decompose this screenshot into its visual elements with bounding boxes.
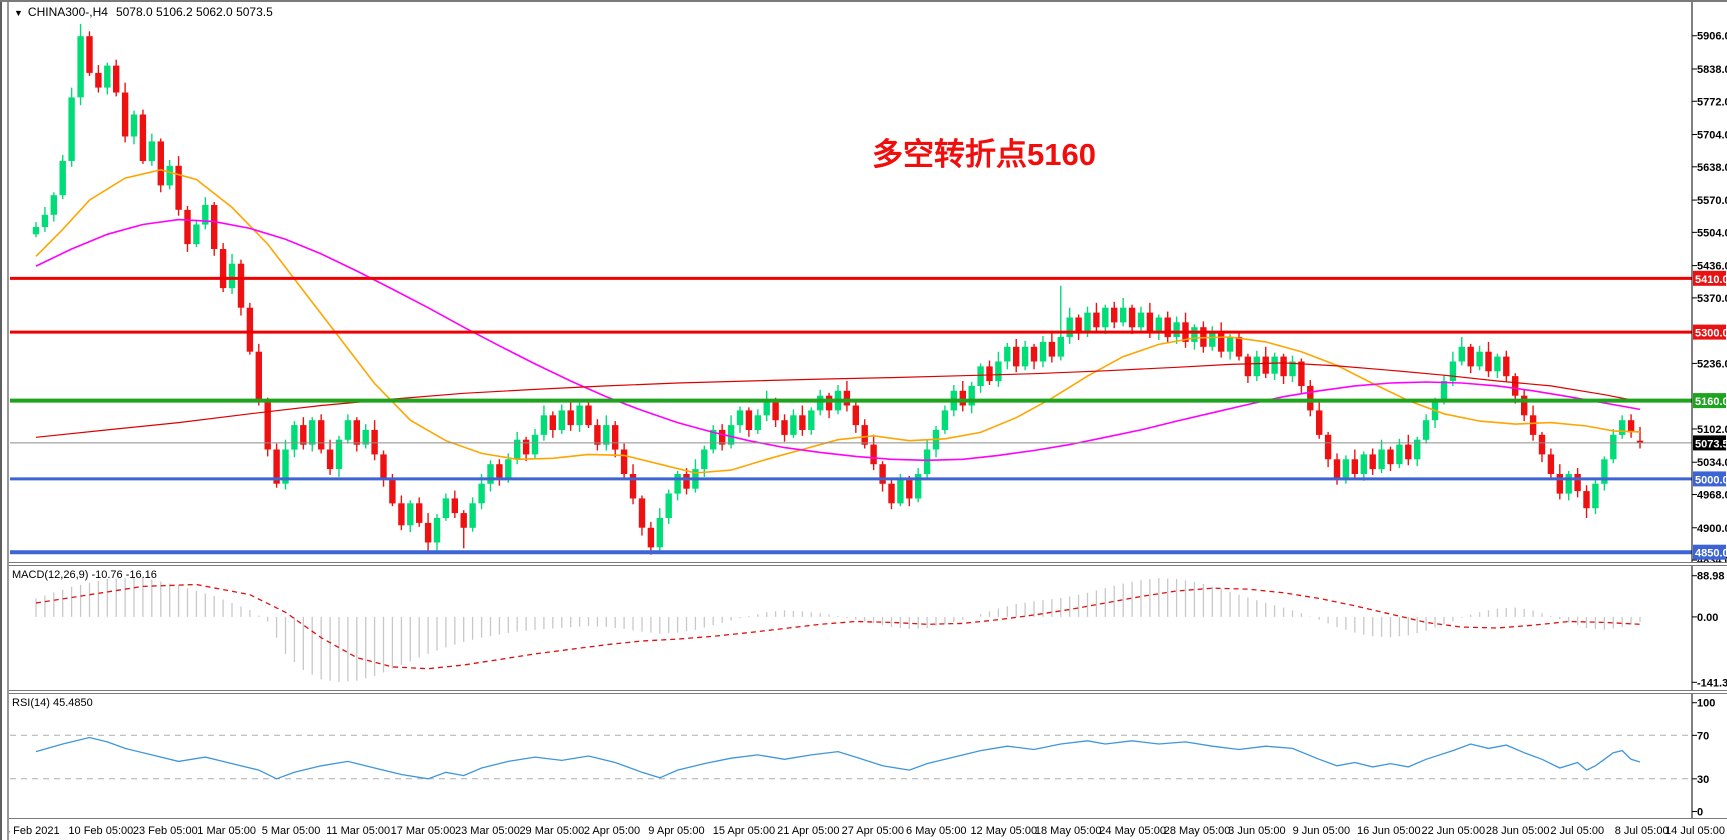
time-axis-label: 17 Mar 05:00: [390, 825, 456, 837]
macd-signal-line: [35, 583, 1641, 670]
panel-separator[interactable]: [0, 562, 1727, 566]
time-axis-label: 1 Mar 05:00: [197, 825, 256, 837]
svg-text:5073.5: 5073.5: [1695, 438, 1727, 450]
axis-tick-label: 5838.0: [1697, 64, 1727, 76]
axis-tick-label: 30: [1697, 774, 1709, 786]
time-axis-label: 9 Jun 05:00: [1292, 825, 1351, 837]
time-axis-label: 28 May 05:00: [1163, 825, 1231, 837]
price-badge-5160.0: 5160.0: [1693, 393, 1727, 409]
axis-tick-label: 4968.0: [1697, 490, 1727, 502]
time-axis-label: 2 Apr 05:00: [583, 825, 641, 837]
time-axis-label: 6 May 05:00: [906, 825, 967, 837]
time-axis-label: 18 May 05:00: [1034, 825, 1102, 837]
axis-tick-label: 70: [1697, 730, 1709, 742]
ma-mid-magenta: [35, 218, 1641, 462]
macd-label: MACD(12,26,9) -10.76 -16.16: [12, 569, 157, 581]
rsi-chart[interactable]: 100 70 30 0: [0, 694, 1727, 818]
macd-histogram: [35, 577, 1641, 683]
chart-ohlc-values: 5078.0 5106.2 5062.0 5073.5: [115, 5, 273, 19]
time-axis-label: 21 Apr 05:00: [777, 825, 840, 837]
axis-tick-label: 5906.0: [1697, 31, 1727, 43]
rsi-line: [35, 736, 1641, 780]
time-axis-label: 8 Jul 05:00: [1614, 825, 1669, 837]
price-badge-5073.5: 5073.5: [1693, 435, 1727, 451]
time-axis-label: 12 May 05:00: [970, 825, 1038, 837]
chart-symbol-title: CHINA300-,H4: [27, 5, 108, 19]
time-axis-label: 5 Mar 05:00: [261, 825, 321, 837]
window-left-border: [0, 2, 9, 840]
rsi-panel[interactable]: 100 70 30 0 RSI(14) 45.4850: [0, 694, 1727, 818]
time-axis-label: 11 Mar 05:00: [326, 825, 391, 837]
axis-tick-label: 5236.0: [1697, 358, 1727, 370]
axis-tick-label: 0.00: [1697, 612, 1718, 624]
axis-tick-label: 5638.0: [1697, 162, 1727, 174]
candlestick-chart[interactable]: 5906.0 5838.0 5772.0 5704.0 5638.0 5570.0 5504…: [0, 2, 1727, 562]
panel-separator: [0, 818, 1727, 820]
time-axis-label: 9 Apr 05:00: [648, 825, 705, 837]
time-axis-label: 29 Mar 05:00: [519, 825, 585, 837]
price-badge-4850.0: 4850.0: [1693, 544, 1727, 560]
time-axis-label: 14 Jul 05:00: [1665, 825, 1725, 837]
axis-tick-label: 5436.0: [1697, 261, 1727, 273]
macd-panel[interactable]: 88.98 0.00 -141.39 MACD(12,26,9) -10.76 -1…: [0, 566, 1727, 690]
time-axis-label: 10 Feb 05:00: [68, 825, 134, 837]
axis-tick-label: 5504.0: [1697, 227, 1727, 239]
rsi-label: RSI(14) 45.4850: [12, 697, 93, 709]
macd-chart[interactable]: 88.98 0.00 -141.39: [0, 566, 1727, 690]
svg-text:4850.0: 4850.0: [1695, 548, 1727, 560]
svg-text:5410.0: 5410.0: [1695, 274, 1727, 286]
axis-tick-label: 5570.0: [1697, 195, 1727, 207]
svg-text:5160.0: 5160.0: [1695, 396, 1727, 408]
time-axis-label: 23 Mar 05:00: [455, 825, 520, 837]
ma-fast-orange: [35, 168, 1641, 474]
time-axis-label: 27 Apr 05:00: [841, 825, 904, 837]
time-axis[interactable]: 4 Feb 2021 10 Feb 05:00 23 Feb 05:00 1 Mar …: [0, 820, 1727, 840]
axis-tick-label: 5034.0: [1697, 457, 1727, 469]
panel-separator[interactable]: [0, 690, 1727, 694]
price-badge-5410.0: 5410.0: [1693, 270, 1727, 286]
time-axis-label: 4 Feb 2021: [4, 825, 60, 837]
price-badge-5300.0: 5300.0: [1693, 324, 1727, 340]
axis-tick-label: -141.39: [1697, 677, 1727, 689]
ma-slow-red: [35, 362, 1641, 438]
axis-tick-label: 0: [1697, 806, 1703, 818]
axis-tick-label: 4900.0: [1697, 523, 1727, 535]
axis-tick-label: 5370.0: [1697, 293, 1727, 305]
price-badge-5000.0: 5000.0: [1693, 471, 1727, 487]
price-panel[interactable]: 5906.0 5838.0 5772.0 5704.0 5638.0 5570.0 5504…: [0, 2, 1727, 562]
axis-tick-label: 5772.0: [1697, 96, 1727, 108]
annotation-text: 多空转折点5160: [872, 137, 1096, 172]
time-axis-label: 2 Jul 05:00: [1550, 825, 1605, 837]
svg-text:5300.0: 5300.0: [1695, 328, 1727, 340]
time-axis-label: 16 Jun 05:00: [1357, 825, 1421, 837]
axis-tick-label: 100: [1697, 698, 1715, 710]
candles: [32, 24, 1644, 555]
time-axis-label: 15 Apr 05:00: [712, 825, 776, 837]
axis-tick-label: 5704.0: [1697, 130, 1727, 142]
chart-title-bar: ▼ CHINA300-,H4 5078.0 5106.2 5062.0 5073.5: [14, 5, 273, 19]
time-axis-label: 23 Feb 05:00: [132, 825, 198, 837]
svg-text:5000.0: 5000.0: [1695, 474, 1727, 486]
axis-tick-label: 88.98: [1697, 571, 1725, 583]
axis-tick-label: 5102.0: [1697, 424, 1727, 436]
time-axis-label: 3 Jun 05:00: [1228, 825, 1286, 837]
time-axis-label: 24 May 05:00: [1099, 825, 1166, 837]
symbol-dropdown-icon[interactable]: ▼: [14, 8, 23, 18]
time-axis-label: 28 Jun 05:00: [1485, 825, 1550, 837]
time-axis-label: 22 Jun 05:00: [1421, 825, 1486, 837]
